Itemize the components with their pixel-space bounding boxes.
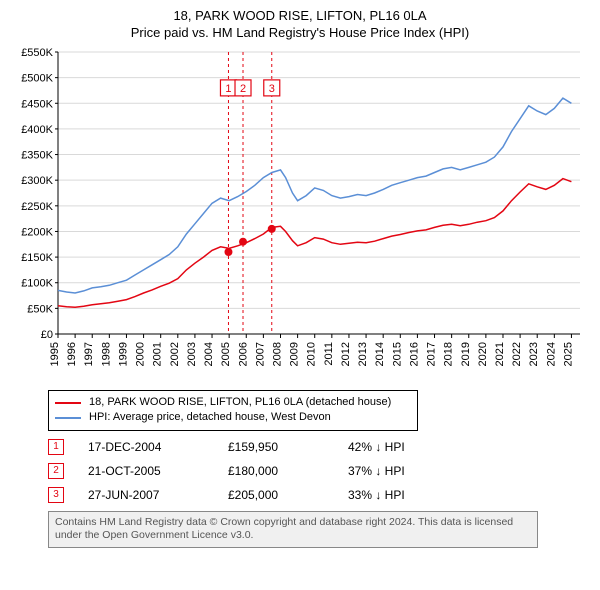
transaction-delta: 33% ↓ HPI xyxy=(348,488,405,502)
svg-text:2000: 2000 xyxy=(135,342,147,366)
svg-text:3: 3 xyxy=(269,83,275,95)
svg-text:2009: 2009 xyxy=(289,342,301,366)
svg-text:2014: 2014 xyxy=(374,342,386,366)
svg-text:£550K: £550K xyxy=(21,47,53,59)
svg-text:2020: 2020 xyxy=(477,342,489,366)
svg-text:1995: 1995 xyxy=(49,342,61,366)
transaction-date: 21-OCT-2005 xyxy=(88,464,228,478)
svg-text:1998: 1998 xyxy=(100,342,112,366)
svg-text:2: 2 xyxy=(240,83,246,95)
svg-text:2010: 2010 xyxy=(306,342,318,366)
footer-notice: Contains HM Land Registry data © Crown c… xyxy=(48,511,538,548)
svg-text:£500K: £500K xyxy=(21,73,53,85)
svg-text:1997: 1997 xyxy=(83,342,95,366)
svg-text:1: 1 xyxy=(225,83,231,95)
chart: £0 £50K £100K £150K £200K £250K £300K £350K £400… xyxy=(10,44,590,384)
svg-text:£300K: £300K xyxy=(21,175,53,187)
legend-label: 18, PARK WOOD RISE, LIFTON, PL16 0LA (de… xyxy=(89,395,391,410)
svg-text:2005: 2005 xyxy=(220,342,232,366)
svg-text:2015: 2015 xyxy=(391,342,403,366)
transaction-row: 1 17-DEC-2004£159,95042% ↓ HPI xyxy=(48,439,590,455)
svg-text:2006: 2006 xyxy=(237,342,249,366)
legend-swatch xyxy=(55,417,81,419)
svg-text:2024: 2024 xyxy=(545,342,557,366)
legend-swatch xyxy=(55,402,81,404)
svg-text:1996: 1996 xyxy=(66,342,78,366)
svg-text:2003: 2003 xyxy=(186,342,198,366)
svg-text:£0: £0 xyxy=(41,329,53,341)
svg-text:1999: 1999 xyxy=(117,342,129,366)
transaction-price: £159,950 xyxy=(228,440,348,454)
title-block: 18, PARK WOOD RISE, LIFTON, PL16 0LA Pri… xyxy=(0,0,600,44)
svg-text:£200K: £200K xyxy=(21,226,53,238)
title-main: 18, PARK WOOD RISE, LIFTON, PL16 0LA xyxy=(10,8,590,23)
svg-text:£250K: £250K xyxy=(21,201,53,213)
svg-text:2002: 2002 xyxy=(169,342,181,366)
chart-svg: £0 £50K £100K £150K £200K £250K £300K £350K £400… xyxy=(10,44,590,384)
transaction-number: 1 xyxy=(48,439,64,455)
svg-text:2004: 2004 xyxy=(203,342,215,366)
transaction-row: 2 21-OCT-2005£180,00037% ↓ HPI xyxy=(48,463,590,479)
svg-text:£400K: £400K xyxy=(21,124,53,136)
transaction-number: 2 xyxy=(48,463,64,479)
svg-text:2021: 2021 xyxy=(494,342,506,366)
svg-text:2016: 2016 xyxy=(408,342,420,366)
svg-text:2013: 2013 xyxy=(357,342,369,366)
svg-text:2018: 2018 xyxy=(443,342,455,366)
chart-container: 18, PARK WOOD RISE, LIFTON, PL16 0LA Pri… xyxy=(0,0,600,548)
svg-text:2022: 2022 xyxy=(511,342,523,366)
svg-text:2008: 2008 xyxy=(271,342,283,366)
svg-text:£450K: £450K xyxy=(21,98,53,110)
transaction-date: 17-DEC-2004 xyxy=(88,440,228,454)
svg-text:2023: 2023 xyxy=(528,342,540,366)
transaction-delta: 42% ↓ HPI xyxy=(348,440,405,454)
legend: 18, PARK WOOD RISE, LIFTON, PL16 0LA (de… xyxy=(48,390,418,431)
transaction-row: 3 27-JUN-2007£205,00033% ↓ HPI xyxy=(48,487,590,503)
transaction-delta: 37% ↓ HPI xyxy=(348,464,405,478)
svg-text:2011: 2011 xyxy=(323,342,335,366)
svg-text:2025: 2025 xyxy=(562,342,574,366)
legend-label: HPI: Average price, detached house, West… xyxy=(89,410,331,425)
transactions-table: 1 17-DEC-2004£159,95042% ↓ HPI 2 21-OCT-200… xyxy=(48,439,590,503)
svg-text:2001: 2001 xyxy=(152,342,164,366)
svg-text:£350K: £350K xyxy=(21,150,53,162)
svg-text:£150K: £150K xyxy=(21,252,53,264)
svg-text:2007: 2007 xyxy=(254,342,266,366)
transaction-price: £180,000 xyxy=(228,464,348,478)
svg-text:2019: 2019 xyxy=(460,342,472,366)
legend-item: HPI: Average price, detached house, West… xyxy=(55,410,411,425)
transaction-number: 3 xyxy=(48,487,64,503)
legend-item: 18, PARK WOOD RISE, LIFTON, PL16 0LA (de… xyxy=(55,395,411,410)
svg-text:£100K: £100K xyxy=(21,278,53,290)
svg-text:2017: 2017 xyxy=(426,342,438,366)
transaction-date: 27-JUN-2007 xyxy=(88,488,228,502)
svg-text:£50K: £50K xyxy=(27,303,53,315)
svg-text:2012: 2012 xyxy=(340,342,352,366)
transaction-price: £205,000 xyxy=(228,488,348,502)
title-sub: Price paid vs. HM Land Registry's House … xyxy=(10,25,590,40)
